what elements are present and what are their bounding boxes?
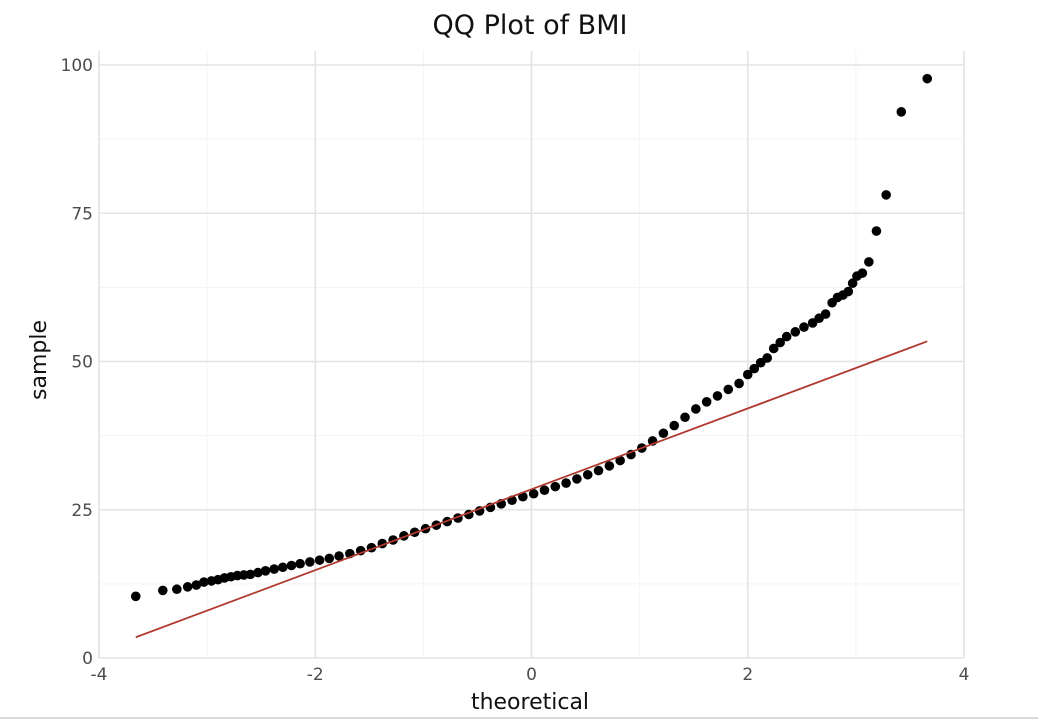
- qq-point: [528, 488, 539, 499]
- qq-point: [712, 391, 723, 401]
- qq-point: [781, 331, 792, 342]
- qq-point: [314, 555, 325, 565]
- major-grid: [98, 51, 965, 659]
- qq-point: [334, 551, 344, 561]
- chart-title: QQ Plot of BMI: [433, 10, 628, 41]
- qq-point: [762, 353, 773, 363]
- qq-point: [582, 469, 593, 480]
- qq-point: [182, 582, 193, 592]
- x-axis-title: theoretical: [471, 690, 589, 715]
- y-tick-label: 0: [82, 649, 93, 669]
- qq-point: [749, 363, 760, 374]
- qq-point: [286, 560, 297, 571]
- y-tick-label: 25: [71, 501, 93, 521]
- qq-point: [658, 428, 669, 439]
- qq-point: [130, 591, 141, 602]
- qq-point: [881, 190, 891, 200]
- qq-point: [723, 384, 734, 395]
- qq-point: [245, 569, 256, 580]
- qq-point: [253, 567, 263, 578]
- qq-point: [820, 309, 831, 319]
- qq-point: [775, 337, 785, 348]
- qq-point: [790, 327, 801, 337]
- x-tick-label: -2: [307, 665, 324, 685]
- qq-point: [324, 553, 335, 564]
- qq-point: [572, 474, 582, 484]
- qq-point: [922, 73, 933, 84]
- qq-point: [157, 585, 168, 596]
- qq-point: [734, 378, 744, 389]
- qq-point: [691, 404, 701, 414]
- reference-line-layer: [135, 340, 928, 639]
- qq-point: [701, 397, 712, 407]
- qq-point: [593, 465, 604, 476]
- qq-point: [172, 584, 182, 595]
- qq-point: [269, 564, 279, 574]
- y-tick-label: 100: [61, 56, 93, 76]
- qq-point: [260, 566, 271, 576]
- qq-point: [843, 286, 854, 297]
- qq-point: [615, 455, 625, 466]
- qq-point: [896, 107, 907, 117]
- y-axis-title: sample: [27, 320, 52, 400]
- qq-reference-line: [135, 340, 928, 639]
- qq-point: [305, 557, 315, 567]
- qq-point: [550, 481, 561, 492]
- qq-point: [847, 278, 858, 289]
- qq-point: [680, 412, 690, 423]
- qq-point: [295, 558, 305, 569]
- qq-point: [864, 257, 874, 267]
- qq-point: [669, 420, 680, 431]
- qq-point: [857, 268, 868, 278]
- data-points: [130, 73, 933, 602]
- y-tick-label: 50: [71, 353, 93, 373]
- x-tick-label: -4: [91, 665, 108, 685]
- qq-point: [799, 322, 809, 332]
- qq-point: [278, 562, 288, 573]
- qq-point: [871, 226, 882, 236]
- y-tick-label: 75: [71, 204, 93, 224]
- x-tick-label: 0: [526, 665, 537, 685]
- qq-point: [199, 577, 209, 587]
- qq-point: [539, 485, 550, 495]
- qq-point: [742, 369, 753, 380]
- qq-point: [191, 580, 202, 590]
- qq-point: [768, 343, 779, 354]
- x-tick-label: 2: [742, 665, 753, 685]
- qq-point: [604, 461, 615, 471]
- tick-labels: -4 -2 0 2 4 0 25 50 75 100: [61, 56, 970, 685]
- x-tick-label: 4: [959, 665, 970, 685]
- qq-point: [561, 478, 571, 488]
